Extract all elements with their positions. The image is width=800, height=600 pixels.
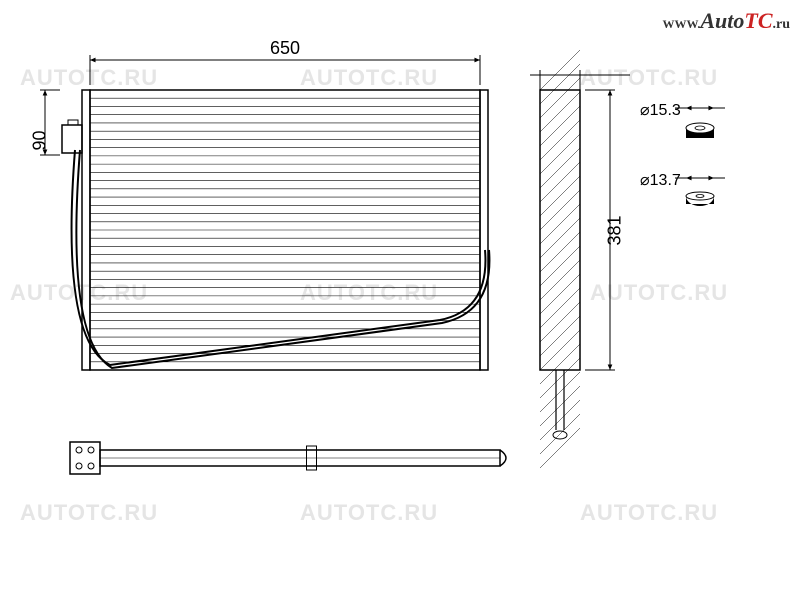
technical-drawing bbox=[0, 0, 800, 600]
